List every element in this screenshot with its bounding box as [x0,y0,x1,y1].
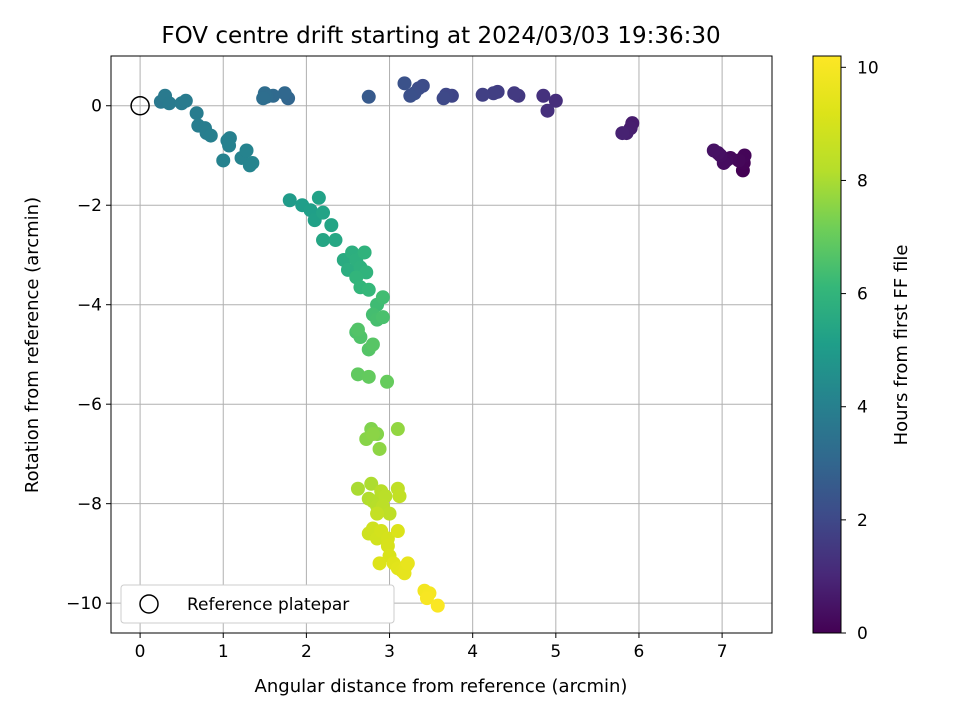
data-point [222,138,237,153]
data-point [390,524,405,539]
x-tick-label: 1 [218,642,229,662]
data-point [350,367,365,382]
data-point [486,86,501,101]
data-point [392,489,407,504]
data-point [311,190,326,205]
x-tick-label: 5 [550,642,561,662]
data-point [430,598,445,613]
legend-box [120,584,395,624]
colorbar-tick-label: 2 [857,511,868,531]
colorbar-tick-label: 10 [857,58,879,78]
data-point [706,143,721,158]
data-point [361,89,376,104]
data-point [277,86,292,101]
data-point [316,205,331,220]
colorbar-label: Hours from first FF file [891,245,912,446]
colorbar-tick-label: 6 [857,285,868,305]
x-tick-label: 2 [301,642,312,662]
data-point [390,422,405,437]
data-point [242,158,257,173]
data-point [540,103,555,118]
data-point [436,91,451,106]
data-point [328,233,343,248]
scatter-points [153,76,752,613]
data-point [189,106,204,121]
data-point [357,245,372,260]
data-point [475,87,490,102]
data-point [256,91,271,106]
x-axis-ticks: 0 1 2 3 4 5 6 7 [135,633,728,662]
y-tick-label: 0 [91,97,102,117]
data-point [350,322,365,337]
colorbar [812,55,842,634]
data-point [350,481,365,496]
data-point [548,93,563,108]
x-tick-label: 0 [135,642,146,662]
data-point [239,143,254,158]
data-point [364,476,379,491]
colorbar-ticks: 0 2 4 6 8 10 [841,58,879,644]
data-point [372,441,387,456]
data-point [316,233,331,248]
data-point [370,506,385,521]
data-point [324,218,339,233]
plot-frame [110,55,773,634]
data-point [203,128,218,143]
legend-marker [139,594,159,614]
data-point [178,93,193,108]
data-point [403,88,418,103]
x-tick-label: 6 [634,642,645,662]
reference-marker [130,95,150,116]
data-point [400,556,415,571]
data-point [361,282,376,297]
colorbar-tick-label: 0 [857,624,868,644]
y-tick-label: −4 [77,296,102,316]
y-axis-label: Rotation from reference (arcmin) [22,197,43,493]
data-point [382,506,397,521]
data-point [380,374,395,389]
y-tick-label: −8 [77,495,102,515]
data-point [397,76,412,91]
data-point [216,153,231,168]
colorbar-tick-label: 4 [857,398,868,418]
data-point [361,369,376,384]
data-point [615,126,630,141]
x-tick-label: 3 [384,642,395,662]
data-point [375,310,390,325]
data-point [282,193,297,208]
data-point [375,290,390,305]
x-tick-label: 4 [467,642,478,662]
y-tick-label: −10 [66,594,102,614]
data-point [507,86,522,101]
x-axis-label: Angular distance from reference (arcmin) [255,676,628,697]
data-point [419,591,434,606]
data-point [365,337,380,352]
data-point [372,556,387,571]
data-point [365,427,380,442]
chart-title: FOV centre drift starting at 2024/03/03 … [161,23,720,49]
y-tick-label: −6 [77,395,102,415]
x-tick-label: 7 [717,642,728,662]
data-point [536,88,551,103]
y-axis-ticks: 0 −2 −4 −6 −8 −10 [66,97,111,614]
legend: Reference platepar [120,584,395,624]
y-tick-label: −2 [77,196,102,216]
data-point [162,96,177,111]
legend-label: Reference platepar [187,595,349,615]
colorbar-tick-label: 8 [857,171,868,191]
